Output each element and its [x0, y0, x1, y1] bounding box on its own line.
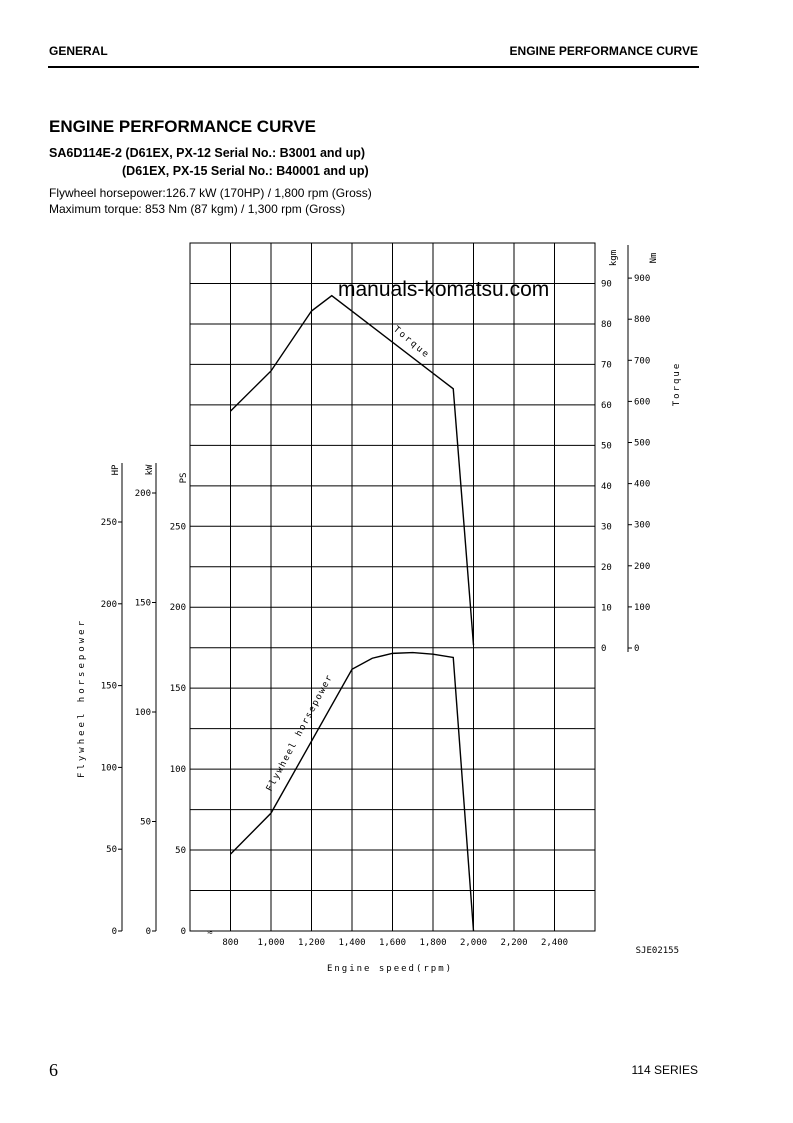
kw-unit-label: kW — [145, 464, 155, 475]
ps-tick-label: 200 — [170, 603, 186, 613]
hp-tick-label: 0 — [112, 927, 117, 937]
header-section: GENERAL — [49, 44, 108, 58]
hp-tick-label: 50 — [106, 845, 117, 855]
hp-tick-label: 150 — [101, 682, 117, 692]
series-label: 114 SERIES — [631, 1063, 698, 1077]
nm-tick-label: 300 — [634, 521, 650, 531]
spec-horsepower: Flywheel horsepower:126.7 kW (170HP) / 1… — [49, 186, 372, 200]
kgm-tick-label: 20 — [601, 563, 612, 573]
ps-tick-label: 250 — [170, 522, 186, 532]
kw-tick-label: 100 — [135, 708, 151, 718]
kw-tick-label: 200 — [135, 489, 151, 499]
right-axis-title: Torque — [672, 362, 682, 407]
ps-tick-label: 150 — [170, 684, 186, 694]
header-title: ENGINE PERFORMANCE CURVE — [509, 44, 698, 58]
left-axis-title: Flywheel horsepower — [77, 618, 87, 778]
page-number: 6 — [49, 1060, 58, 1080]
nm-tick-label: 800 — [634, 315, 650, 325]
ps-tick-label: 50 — [175, 846, 186, 856]
x-tick-label: 1,400 — [338, 938, 365, 948]
x-tick-label: 1,200 — [298, 938, 325, 948]
x-tick-label: 2,200 — [500, 938, 527, 948]
header-rule — [48, 66, 699, 68]
nm-tick-label: 0 — [634, 644, 639, 654]
nm-tick-label: 200 — [634, 562, 650, 572]
kgm-tick-label: 80 — [601, 320, 612, 330]
kgm-tick-label: 70 — [601, 361, 612, 371]
x-axis-label: Engine speed(rpm) — [327, 964, 453, 974]
x-tick-label: 2,400 — [541, 938, 568, 948]
nm-tick-label: 700 — [634, 356, 650, 366]
nm-tick-label: 400 — [634, 480, 650, 490]
hp-tick-label: 200 — [101, 600, 117, 610]
kw-tick-label: 50 — [140, 818, 151, 828]
spec-torque: Maximum torque: 853 Nm (87 kgm) / 1,300 … — [49, 202, 346, 216]
x-tick-label: 1,800 — [419, 938, 446, 948]
nm-unit-label: Nm — [649, 253, 659, 264]
nm-tick-label: 100 — [634, 603, 650, 613]
kw-tick-label: 150 — [135, 599, 151, 609]
ps-tick-label: 100 — [170, 765, 186, 775]
kgm-tick-label: 60 — [601, 401, 612, 411]
axis-break-mark: ≈ — [207, 928, 213, 938]
model-line-2: (D61EX, PX-15 Serial No.: B40001 and up) — [122, 164, 369, 178]
kgm-tick-label: 90 — [601, 280, 612, 290]
x-tick-label: 2,000 — [460, 938, 487, 948]
kgm-tick-label: 40 — [601, 482, 612, 492]
nm-tick-label: 600 — [634, 397, 650, 407]
torque-curve-label: Torque — [391, 325, 432, 361]
x-tick-label: 1,000 — [257, 938, 284, 948]
kw-tick-label: 0 — [146, 927, 151, 937]
kgm-tick-label: 50 — [601, 442, 612, 452]
watermark: manuals-komatsu.com — [338, 278, 549, 301]
page-title: ENGINE PERFORMANCE CURVE — [49, 117, 316, 136]
hp-unit-label: HP — [111, 464, 121, 475]
nm-tick-label: 500 — [634, 439, 650, 449]
kgm-tick-label: 30 — [601, 523, 612, 533]
kgm-tick-label: 0 — [601, 644, 606, 654]
horsepower-curve-label: Flywheel horsepower — [265, 673, 336, 794]
nm-tick-label: 900 — [634, 274, 650, 284]
model-line-1: SA6D114E-2 (D61EX, PX-12 Serial No.: B30… — [49, 146, 366, 160]
x-tick-label: 800 — [222, 938, 238, 948]
hp-tick-label: 250 — [101, 518, 117, 528]
ps-unit-label: PS — [179, 473, 189, 484]
kgm-tick-label: 10 — [601, 604, 612, 614]
ps-tick-label: 0 — [181, 927, 186, 937]
x-tick-label: 1,600 — [379, 938, 406, 948]
kgm-unit-label: kgm — [609, 250, 619, 266]
torque-curve — [230, 294, 475, 646]
figure-code: SJE02155 — [636, 946, 679, 956]
hp-tick-label: 100 — [101, 763, 117, 773]
